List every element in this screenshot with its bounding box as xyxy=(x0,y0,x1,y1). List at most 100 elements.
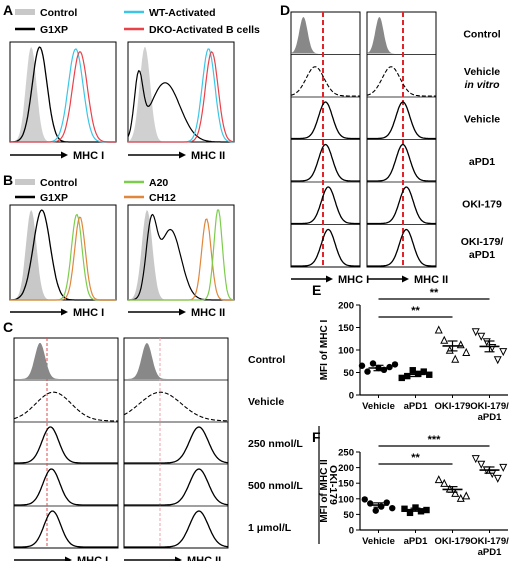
f-point xyxy=(493,474,502,483)
c-vehicle-line xyxy=(13,391,118,422)
b2-control-fill xyxy=(128,210,234,300)
legend-b-label-1: A20 xyxy=(149,177,168,189)
f-sig-label-0: *** xyxy=(428,434,442,446)
c-row-label-4: 1 μmol/L xyxy=(248,522,292,534)
e-point xyxy=(386,363,393,371)
d-treated-line xyxy=(367,143,436,182)
d-treated-line xyxy=(291,143,360,182)
e-xtick-label-3: aPD1 xyxy=(478,412,502,423)
e-sig-label-0: ** xyxy=(430,287,439,299)
c-control-fill xyxy=(124,343,228,379)
d-control-fill xyxy=(367,17,436,54)
f-ytick-label-4: 200 xyxy=(338,463,354,474)
panel-b-letter: B xyxy=(3,172,13,188)
e-point xyxy=(404,372,411,380)
f-point xyxy=(462,491,471,500)
f-xtick-label-3: OKI-179/ xyxy=(470,536,509,547)
f-ytick-label-5: 250 xyxy=(338,448,354,459)
e-point xyxy=(434,325,443,334)
panel-c-plot-mhc2 xyxy=(123,337,229,549)
c-bracket-label: OKI-179 xyxy=(327,465,339,505)
legend-b-swatch-0 xyxy=(15,179,35,185)
c-treated-line xyxy=(124,510,229,548)
a-control-fill xyxy=(10,47,116,142)
f-point xyxy=(456,493,465,502)
f-ytick-label-0: 0 xyxy=(349,526,354,537)
f-point xyxy=(471,455,480,464)
f-point xyxy=(406,509,414,517)
c-control-fill xyxy=(14,343,118,379)
f-point xyxy=(499,463,508,472)
d-row-label-3: aPD1 xyxy=(469,156,495,168)
d-row-label-4: OKI-179 xyxy=(462,198,502,210)
c-row-label-1: Vehicle xyxy=(248,396,284,408)
f-xtick-label-3: aPD1 xyxy=(478,547,502,558)
e-xtick-label-2: OKI-179 xyxy=(435,401,471,412)
legend-b-label-0: Control xyxy=(40,177,77,189)
f-point xyxy=(412,504,419,511)
e-point xyxy=(364,368,371,375)
e-point xyxy=(471,328,480,337)
f-point xyxy=(401,505,408,512)
panel-d-letter: D xyxy=(280,2,290,18)
d-treated-line xyxy=(291,101,360,140)
e-xtick-label-3: OKI-179/ xyxy=(470,401,509,412)
e-ytick-label-1: 50 xyxy=(343,368,354,379)
f-point xyxy=(372,507,379,514)
e-ytick-label-4: 200 xyxy=(338,301,354,312)
panel-c-xlabel-mhc2-arrowhead xyxy=(175,556,182,561)
e-point xyxy=(391,361,399,368)
f-point xyxy=(383,499,390,506)
legend-a-swatch-0 xyxy=(15,9,35,15)
panel-f-letter: F xyxy=(312,429,321,445)
panel-b-xlabel-mhc2-label: MHC II xyxy=(191,307,225,319)
panel-a-letter: A xyxy=(3,2,13,18)
d-row-sublabel-5: aPD1 xyxy=(469,249,495,261)
legend-b-label-2: G1XP xyxy=(40,192,68,204)
b2-g1xp-line xyxy=(128,213,234,301)
f-point xyxy=(417,508,425,515)
e-sig-label-1: ** xyxy=(411,305,420,317)
panel-c-xlabel-mhc2-label: MHC II xyxy=(187,555,221,561)
legend-b-label-3: CH12 xyxy=(149,192,176,204)
panel-c-xlabel-mhc1-arrowhead xyxy=(65,556,72,561)
f-xtick-label-1: aPD1 xyxy=(404,536,428,547)
e-xtick-label-0: Vehicle xyxy=(362,401,395,412)
f-xtick-label-0: Vehicle xyxy=(362,536,395,547)
f-point xyxy=(477,460,486,469)
c-treated-line xyxy=(14,510,118,548)
a-dko-line xyxy=(10,51,116,143)
d-treated-line xyxy=(291,186,360,225)
f-point xyxy=(451,488,460,497)
f-xtick-label-2: OKI-179 xyxy=(435,536,471,547)
legend-a-label-3: DKO-Activated B cells xyxy=(149,24,260,36)
c-treated-line xyxy=(14,426,118,464)
e-point xyxy=(420,368,427,375)
panel-d-xlabel-mhc2-arrowhead xyxy=(402,275,409,283)
panel-a-xlabel-mhc2-arrowhead xyxy=(179,151,186,159)
e-point xyxy=(409,367,416,374)
c-row-label-2: 250 nmol/L xyxy=(248,438,303,450)
panel-c-letter: C xyxy=(3,319,13,335)
d-treated-line xyxy=(367,186,436,225)
legend-a-label-0: Control xyxy=(40,7,77,19)
f-ytick-label-3: 150 xyxy=(338,479,354,490)
panel-b-xlabel-mhc1-arrowhead xyxy=(61,308,68,316)
f-point xyxy=(440,478,449,487)
d-row-sublabel-1: in vitro xyxy=(464,79,500,91)
d-row-label-5: OKI-179/ xyxy=(461,236,504,248)
b2-a20-line xyxy=(128,209,235,301)
panel-a-xlabel-mhc1-arrowhead xyxy=(61,151,68,159)
e-point xyxy=(426,371,433,378)
panel-e-letter: E xyxy=(312,282,321,298)
c-treated-line xyxy=(124,468,229,506)
e-point xyxy=(477,332,486,341)
e-point xyxy=(456,340,465,349)
f-point xyxy=(361,496,368,503)
f-point xyxy=(434,475,443,484)
c-row-label-3: 500 nmol/L xyxy=(248,480,303,492)
e-ytick-label-3: 150 xyxy=(338,323,354,334)
c-row-label-0: Control xyxy=(248,354,285,366)
a-g1xp-line xyxy=(9,46,116,143)
e-ylabel: MFI of MHC I xyxy=(319,320,330,381)
